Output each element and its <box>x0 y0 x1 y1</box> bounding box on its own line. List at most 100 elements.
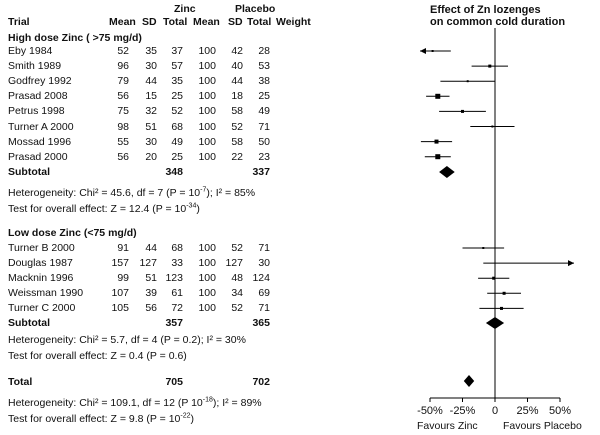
cell-s2: 52 <box>231 242 243 254</box>
cell-n2: 30 <box>258 257 270 270</box>
point-estimate <box>435 154 441 160</box>
study-name: Eby 1984 <box>8 45 53 57</box>
cell-n1: 25 <box>171 150 183 163</box>
cell-m2: 100 <box>198 242 216 254</box>
cell-s1: 44 <box>145 75 157 88</box>
point-estimate <box>435 93 441 99</box>
cell-s2: 40 <box>231 60 243 73</box>
cell-n2: 49 <box>258 105 270 118</box>
header-mean-placebo: Mean <box>193 16 220 28</box>
cell-n2: 124 <box>252 272 270 285</box>
cell-s1: 51 <box>145 120 157 133</box>
cell-s1: 30 <box>145 60 157 73</box>
cell-n2: 25 <box>258 90 270 103</box>
cell-n1: 68 <box>171 242 183 254</box>
cell-n1: 68 <box>171 120 183 133</box>
header-group-placebo: Placebo <box>235 3 276 15</box>
cell-m1: 96 <box>117 60 129 73</box>
header-trial: Trial <box>8 16 30 28</box>
cell-m1: 79 <box>117 75 129 88</box>
cell-m2: 100 <box>198 287 216 300</box>
cell-m2: 100 <box>198 120 216 133</box>
low-subtotal-label: Subtotal <box>8 317 50 329</box>
study-name: Mossad 1996 <box>8 135 72 148</box>
cell-s2: 52 <box>231 302 243 315</box>
cell-m2: 100 <box>198 302 216 315</box>
cell-n2: 71 <box>258 302 270 315</box>
cell-m1: 99 <box>117 272 129 285</box>
high-dose-title: High dose Zinc ( >75 mg/d) <box>8 32 142 44</box>
study-name: Prasad 2000 <box>8 150 68 163</box>
point-estimate <box>491 125 494 128</box>
cell-s2: 18 <box>231 90 243 103</box>
header-mean-zinc: Mean <box>109 16 136 28</box>
plot-title-line2: on common cold duration <box>430 16 566 28</box>
cell-s1: 32 <box>145 105 157 118</box>
total-placebo: 702 <box>252 376 270 388</box>
cell-s2: 42 <box>231 45 243 57</box>
cell-m1: 105 <box>111 302 129 315</box>
pooled-diamond <box>485 317 505 329</box>
cell-s2: 58 <box>231 105 243 118</box>
study-name: Smith 1989 <box>8 60 62 73</box>
cell-n2: 53 <box>258 60 270 73</box>
cell-s1: 35 <box>145 45 157 57</box>
header-sd-zinc: SD <box>142 16 157 28</box>
cell-s1: 15 <box>145 90 157 103</box>
high-overall-effect: Test for overall effect: Z = 12.4 (P = 1… <box>8 202 200 216</box>
cell-s1: 56 <box>145 302 157 315</box>
cell-m1: 91 <box>117 242 129 254</box>
cell-n1: 49 <box>171 135 183 148</box>
pooled-diamond <box>463 375 475 387</box>
point-estimate <box>482 247 485 249</box>
cell-m1: 157 <box>111 257 129 270</box>
cell-m2: 100 <box>198 135 216 148</box>
cell-m1: 55 <box>117 135 129 148</box>
cell-s1: 20 <box>145 150 157 163</box>
cell-s2: 44 <box>231 75 243 88</box>
header-total-zinc: Total <box>163 16 188 28</box>
point-estimate <box>466 80 469 83</box>
cell-s1: 127 <box>139 257 157 270</box>
cell-m2: 100 <box>198 105 216 118</box>
cell-s2: 48 <box>231 272 243 285</box>
total-overall-effect: Test for overall effect: Z = 9.8 (P = 10… <box>8 412 194 426</box>
low-overall-effect: Test for overall effect: Z = 0.4 (P = 0.… <box>8 350 187 362</box>
cell-s2: 52 <box>231 120 243 133</box>
header-total-placebo: Total <box>247 16 272 28</box>
plot-title-line1: Effect of Zn lozenges <box>430 4 541 16</box>
header-sd-placebo: SD <box>228 16 243 28</box>
cell-n2: 69 <box>258 287 270 300</box>
x-tick-label: -25% <box>449 405 476 417</box>
cell-m2: 100 <box>198 75 216 88</box>
cell-m2: 100 <box>198 272 216 285</box>
cell-m1: 107 <box>111 287 129 300</box>
high-subtotal-label: Subtotal <box>8 166 50 178</box>
cell-s2: 34 <box>231 287 243 300</box>
cell-n1: 52 <box>171 105 183 118</box>
cell-m1: 56 <box>117 150 129 163</box>
cell-s1: 44 <box>145 242 157 254</box>
cell-m1: 98 <box>117 120 129 133</box>
cell-n2: 23 <box>258 150 270 163</box>
study-name: Weissman 1990 <box>8 287 84 300</box>
point-estimate <box>434 139 439 144</box>
header-group-zinc: Zinc <box>174 3 196 15</box>
cell-m1: 52 <box>117 45 129 57</box>
point-estimate <box>488 64 492 68</box>
x-tick-label: 0 <box>491 405 499 417</box>
cell-m1: 56 <box>117 90 129 103</box>
point-estimate <box>492 276 496 280</box>
cell-s1: 51 <box>145 272 157 285</box>
low-heterogeneity: Heterogeneity: Chi² = 5.7, df = 4 (P = 0… <box>8 334 246 346</box>
study-name: Macknin 1996 <box>8 272 74 285</box>
low-dose-title: Low dose Zinc (<75 mg/d) <box>8 227 137 239</box>
cell-s2: 22 <box>231 150 243 163</box>
cell-s2: 127 <box>225 257 243 270</box>
cell-n1: 37 <box>171 45 183 57</box>
favours-zinc-label: Favours Zinc <box>417 420 478 432</box>
point-estimate <box>431 50 434 52</box>
cell-n2: 50 <box>258 135 270 148</box>
study-name: Turner A 2000 <box>8 120 74 133</box>
